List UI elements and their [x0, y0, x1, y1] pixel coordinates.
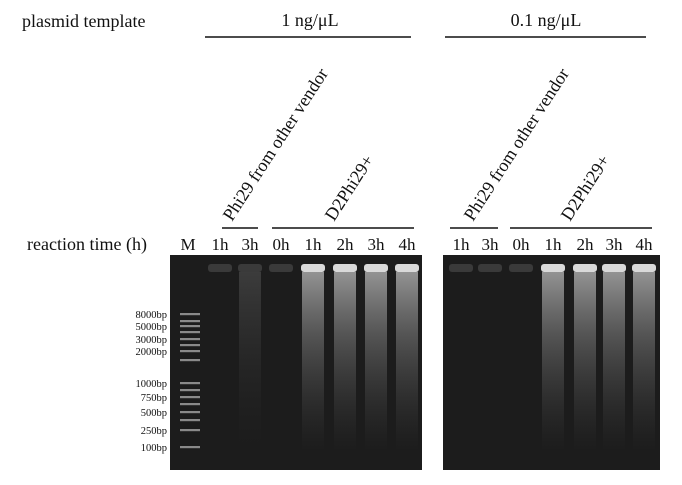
ladder-band: [180, 396, 200, 399]
ladder-band: [180, 419, 200, 422]
well: [478, 264, 502, 272]
ladder-label: 1000bp: [136, 379, 168, 390]
ladder-band: [180, 350, 200, 353]
group-label: Phi29 from other vendor: [219, 64, 332, 224]
well: [541, 264, 565, 272]
lane-label: 3h: [242, 235, 260, 254]
well: [395, 264, 419, 272]
ladder-label: 8000bp: [136, 310, 168, 321]
concentration: 1 ng/μL: [281, 10, 338, 30]
ladder-label: 500bp: [141, 408, 167, 419]
group-label: D2Phi29+: [557, 151, 614, 224]
ladder-band: [180, 344, 200, 347]
lane-label: 1h: [545, 235, 563, 254]
row-label: reaction time (h): [27, 234, 147, 255]
ladder-band: [180, 320, 200, 323]
lane-label: 2h: [577, 235, 595, 254]
concentration: 0.1 ng/μL: [511, 10, 582, 30]
well: [364, 264, 388, 272]
well: [632, 264, 656, 272]
well: [208, 264, 232, 272]
smear: [574, 272, 596, 452]
ladder-band: [180, 331, 200, 334]
ladder-label: 2000bp: [136, 347, 168, 358]
ladder-band: [180, 313, 200, 316]
lane-label: 4h: [636, 235, 654, 254]
group-label: Phi29 from other vendor: [460, 64, 573, 224]
smear: [334, 272, 356, 452]
smear: [396, 272, 418, 452]
ladder-label: 5000bp: [136, 322, 168, 333]
lane-label: 3h: [368, 235, 386, 254]
lane-label: 0h: [273, 235, 291, 254]
ladder-band: [180, 325, 200, 328]
well: [449, 264, 473, 272]
ladder-label: 100bp: [141, 443, 167, 454]
gel-marks: [180, 264, 656, 452]
ladder-band: [180, 411, 200, 414]
ladder-band: [180, 403, 200, 406]
smear: [542, 272, 564, 452]
lane-label: 2h: [337, 235, 355, 254]
lane-label: 0h: [513, 235, 531, 254]
title: plasmid template: [22, 11, 145, 31]
lane-label: 3h: [482, 235, 500, 254]
lane-label: 1h: [212, 235, 230, 254]
ladder-label: 750bp: [141, 393, 167, 404]
ladder-band: [180, 429, 200, 432]
lane-label: M: [180, 235, 195, 254]
ladder-band: [180, 382, 200, 385]
smear: [239, 272, 261, 452]
well: [301, 264, 325, 272]
lane-label: 1h: [305, 235, 323, 254]
lane-label: 3h: [606, 235, 624, 254]
well: [238, 264, 262, 272]
ladder-band: [180, 446, 200, 449]
ladder-band: [180, 338, 200, 341]
ladder-band: [180, 389, 200, 392]
well: [602, 264, 626, 272]
well: [509, 264, 533, 272]
ladder-band: [180, 359, 200, 362]
group-label: D2Phi29+: [321, 151, 378, 224]
well: [573, 264, 597, 272]
smear: [603, 272, 625, 452]
smear: [365, 272, 387, 452]
ladder-label: 3000bp: [136, 335, 168, 346]
lane-label: 4h: [399, 235, 417, 254]
smear: [302, 272, 324, 452]
well: [333, 264, 357, 272]
well: [269, 264, 293, 272]
ladder-label: 250bp: [141, 426, 167, 437]
lane-label: 1h: [453, 235, 471, 254]
smear: [633, 272, 655, 452]
